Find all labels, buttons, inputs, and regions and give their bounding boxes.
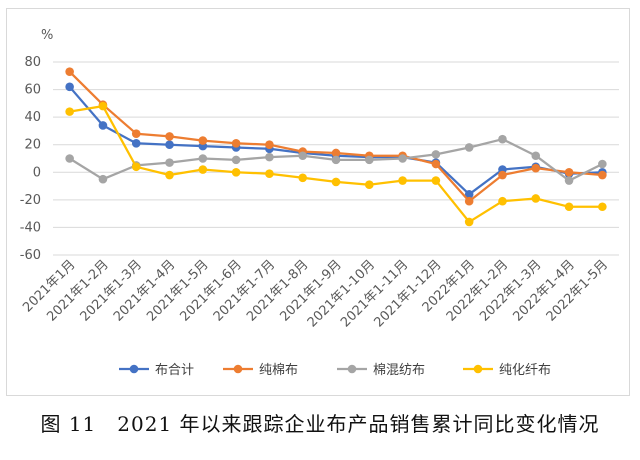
data-point <box>198 154 208 163</box>
data-point <box>431 159 441 169</box>
data-point <box>65 82 74 92</box>
data-point <box>564 167 574 177</box>
legend-label: 纯棉布 <box>259 363 298 378</box>
data-point <box>298 173 308 183</box>
data-point <box>298 151 308 161</box>
data-point <box>464 190 474 199</box>
legend-item: 纯化纤布 <box>463 363 551 378</box>
data-point <box>265 140 274 150</box>
data-point <box>198 165 208 174</box>
data-point <box>331 155 341 165</box>
data-point <box>231 139 241 148</box>
data-point <box>131 139 141 148</box>
data-point <box>231 167 241 177</box>
legend-swatch-marker <box>233 364 243 374</box>
data-point <box>564 176 574 185</box>
data-point <box>498 134 507 144</box>
data-point <box>498 170 507 180</box>
data-point <box>431 150 441 159</box>
y-tick-label: -20 <box>20 193 41 208</box>
legend-swatch-marker <box>347 364 357 374</box>
data-point <box>165 158 174 167</box>
legend-item: 纯棉布 <box>223 363 298 378</box>
y-tick-label: 40 <box>24 110 41 125</box>
y-tick-label: 0 <box>33 165 41 180</box>
y-tick-label: -40 <box>20 220 41 235</box>
legend-swatch-marker <box>473 364 483 374</box>
line-chart: % -60 -40 -20 0 20 40 60 80 2021年1月2021年1-2月2021… <box>20 28 619 378</box>
legend: 布合计 纯棉布 棉混纺布 纯化纤布 <box>119 363 551 378</box>
data-point <box>265 152 274 162</box>
data-point <box>131 162 141 172</box>
data-point <box>65 107 74 116</box>
data-point <box>231 155 241 165</box>
series-group <box>65 101 607 227</box>
data-point <box>464 196 474 206</box>
data-point <box>431 176 441 185</box>
data-point <box>598 170 607 180</box>
data-point <box>464 143 474 152</box>
data-point <box>598 159 607 169</box>
data-point <box>364 155 374 165</box>
data-point <box>131 129 141 138</box>
data-point <box>531 163 541 173</box>
data-point <box>165 140 174 150</box>
series-group <box>65 134 607 185</box>
data-point <box>198 136 208 145</box>
data-point <box>331 148 341 158</box>
data-point <box>398 154 407 163</box>
data-point <box>98 174 108 184</box>
data-point <box>598 202 607 212</box>
x-axis: 2021年1月2021年1-2月2021年1-3月2021年1-4月2021年1… <box>20 257 611 330</box>
chart-frame: % -60 -40 -20 0 20 40 60 80 2021年1月 2021年1-2月 2021… <box>6 8 630 396</box>
y-tick-label: 80 <box>24 55 41 70</box>
y-axis: % -60 -40 -20 0 20 40 60 80 <box>20 28 54 263</box>
legend-label: 纯化纤布 <box>499 363 551 378</box>
data-point <box>331 177 341 187</box>
data-point <box>531 151 541 161</box>
y-tick-label: -60 <box>20 248 41 263</box>
data-point <box>464 217 474 227</box>
data-point <box>531 194 541 203</box>
series-lines <box>65 67 607 227</box>
data-point <box>265 169 274 178</box>
data-point <box>165 132 174 141</box>
data-point <box>165 170 174 180</box>
y-unit-label: % <box>41 28 53 43</box>
legend-item: 棉混纺布 <box>337 363 425 378</box>
legend-item: 布合计 <box>119 363 194 378</box>
figure-caption: 图 11 2021 年以来跟踪企业布产品销售累计同比变化情况 <box>40 412 600 436</box>
data-point <box>65 67 74 76</box>
data-point <box>364 180 374 189</box>
data-point <box>498 196 507 206</box>
data-point <box>98 101 108 111</box>
legend-label: 布合计 <box>155 363 194 378</box>
data-point <box>398 176 407 185</box>
data-point <box>564 202 574 212</box>
data-point <box>98 121 108 130</box>
legend-label: 棉混纺布 <box>373 363 425 378</box>
y-tick-label: 20 <box>24 138 41 153</box>
data-point <box>65 154 74 163</box>
y-tick-label: 60 <box>24 83 41 98</box>
legend-swatch-marker <box>129 364 139 374</box>
